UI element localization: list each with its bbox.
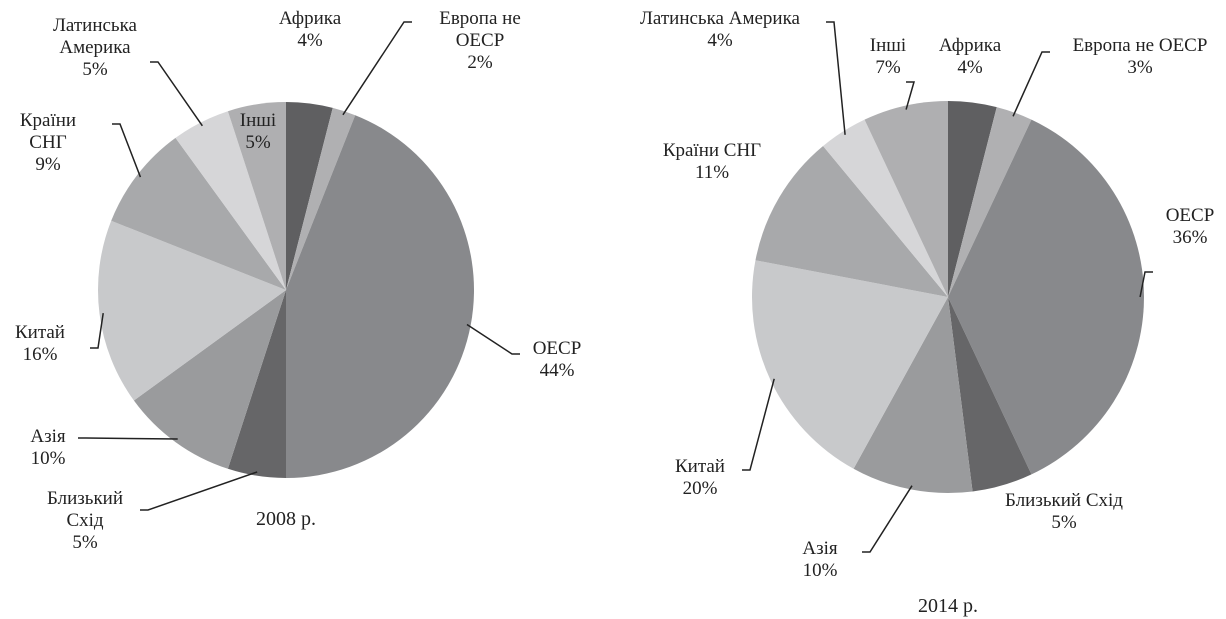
category-label: Латинська Америка xyxy=(640,8,800,29)
pie-slice xyxy=(948,107,1032,297)
value-label: 5% xyxy=(245,132,271,153)
slice-label: Азія 10% xyxy=(785,538,855,582)
leader-line xyxy=(112,123,142,178)
leader-line xyxy=(342,21,412,116)
pie-slice xyxy=(823,119,948,297)
slice-label: Европа не ОЕСР 3% xyxy=(1030,35,1226,79)
value-label: 10% xyxy=(802,560,838,581)
leader-line xyxy=(905,81,915,110)
pie-slice xyxy=(286,107,356,290)
pie-slice xyxy=(286,102,333,290)
category-label: Азія xyxy=(802,538,838,559)
category-label: Країни СНГ xyxy=(19,110,77,153)
chart-title: 2014 р. xyxy=(918,595,978,617)
slice-label: Африка 4% xyxy=(260,8,360,52)
slice-label: Інші 7% xyxy=(853,35,923,79)
slice-label: Країни СНГ 11% xyxy=(612,140,812,184)
slice-label: Близький Схід 5% xyxy=(964,490,1164,534)
pie-slice xyxy=(853,297,973,493)
slice-label: Латинська Америка 4% xyxy=(590,8,850,52)
slice-label: Африка 4% xyxy=(920,35,1020,79)
value-label: 4% xyxy=(707,30,733,51)
value-label: 10% xyxy=(30,448,66,469)
pie-slice xyxy=(864,101,948,297)
chart-title: 2008 р. xyxy=(256,508,316,530)
pie-slice xyxy=(948,101,997,297)
value-label: 36% xyxy=(1172,227,1208,248)
pie-slice xyxy=(111,137,286,290)
pie-slice xyxy=(227,290,286,478)
leader-line xyxy=(140,471,258,511)
slice-label: Китай 20% xyxy=(665,456,735,500)
value-label: 9% xyxy=(35,154,61,175)
pie-slice xyxy=(175,111,286,290)
pie-slice xyxy=(948,119,1144,475)
slice-label: ОЕСР 36% xyxy=(1150,205,1226,249)
value-label: 4% xyxy=(957,57,983,78)
category-label: ОЕСР xyxy=(532,338,582,359)
leader-line xyxy=(826,21,846,135)
category-label: Латинська Америка xyxy=(53,15,137,58)
value-label: 3% xyxy=(1127,57,1153,78)
leader-line xyxy=(1139,271,1153,298)
leader-line xyxy=(150,61,203,127)
category-label: Інші xyxy=(239,110,277,131)
value-label: 20% xyxy=(682,478,718,499)
category-label: Европа не ОЕСР xyxy=(1072,35,1208,56)
pie-slice xyxy=(227,102,286,290)
category-label: Китай xyxy=(675,456,725,477)
category-label: Африка xyxy=(278,8,342,29)
slice-label: ОЕСР 44% xyxy=(517,338,597,382)
pie-slice xyxy=(948,297,1032,492)
leader-line xyxy=(1012,51,1050,117)
value-label: 5% xyxy=(1051,512,1077,533)
pie-slice xyxy=(133,290,286,469)
slice-label: Латинська Америка 5% xyxy=(40,15,150,81)
slice-label: Китай 16% xyxy=(5,322,75,366)
category-label: Китай xyxy=(15,322,65,343)
category-label: ОЕСР xyxy=(1165,205,1215,226)
leader-line xyxy=(78,437,178,440)
pie-slice xyxy=(97,220,287,401)
slice-label: Европа не ОЕСР 2% xyxy=(420,8,540,74)
category-label: Близький Схід xyxy=(46,488,124,531)
category-label: Азія xyxy=(30,426,66,447)
leader-line xyxy=(466,323,520,355)
value-label: 44% xyxy=(539,360,575,381)
category-label: Близький Схід xyxy=(1005,490,1123,511)
value-label: 7% xyxy=(875,57,901,78)
pie-slice xyxy=(286,115,474,478)
value-label: 4% xyxy=(297,30,323,51)
slice-label: Інші 5% xyxy=(238,110,278,154)
category-label: Країни СНГ xyxy=(662,140,762,161)
value-label: 11% xyxy=(694,162,730,183)
value-label: 16% xyxy=(22,344,58,365)
leader-line xyxy=(862,485,913,553)
value-label: 5% xyxy=(82,59,108,80)
category-label: Европа не ОЕСР xyxy=(439,8,521,51)
value-label: 5% xyxy=(72,532,98,553)
pie-slice xyxy=(751,260,948,469)
category-label: Інші xyxy=(869,35,907,56)
slice-label: Близький Схід 5% xyxy=(40,488,130,554)
slice-label: Країни СНГ 9% xyxy=(13,110,83,176)
category-label: Африка xyxy=(938,35,1002,56)
value-label: 2% xyxy=(467,52,493,73)
leader-line xyxy=(90,312,104,349)
slice-label: Азія 10% xyxy=(13,426,83,470)
leader-line xyxy=(742,378,775,471)
pie-slice xyxy=(755,145,948,297)
